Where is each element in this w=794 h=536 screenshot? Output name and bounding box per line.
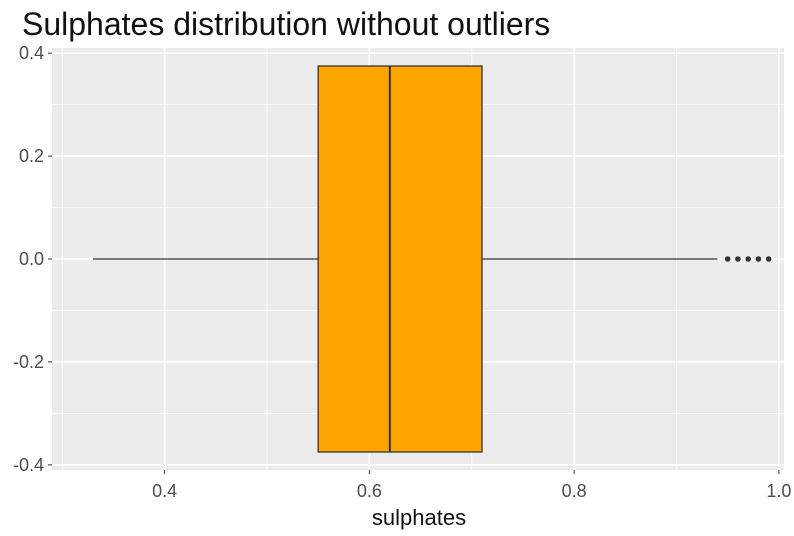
x-axis-title: sulphates [372,505,466,530]
x-tick-label: 0.8 [562,481,587,501]
x-axis-ticks: 0.4 0.6 0.8 1.0 [152,470,791,501]
box-plot [92,65,772,453]
outlier-point [745,256,751,262]
y-tick-label: -0.2 [13,352,44,372]
x-tick-label: 0.4 [152,481,177,501]
y-axis-ticks: 0.4 0.2 0.0 -0.2 -0.4 [13,43,52,475]
y-tick-label: 0.4 [19,43,44,63]
y-tick-label: 0.0 [19,249,44,269]
y-tick-label: 0.2 [19,146,44,166]
interquartile-box [317,65,483,453]
x-tick-label: 0.6 [357,481,382,501]
outlier-point [735,256,741,262]
y-tick-label: -0.4 [13,455,44,475]
outlier-point [765,256,772,262]
x-tick-label: 1.0 [766,481,791,501]
outlier-point [755,256,762,262]
chart-title: Sulphates distribution without outliers [22,6,550,42]
outlier-point [724,256,731,262]
